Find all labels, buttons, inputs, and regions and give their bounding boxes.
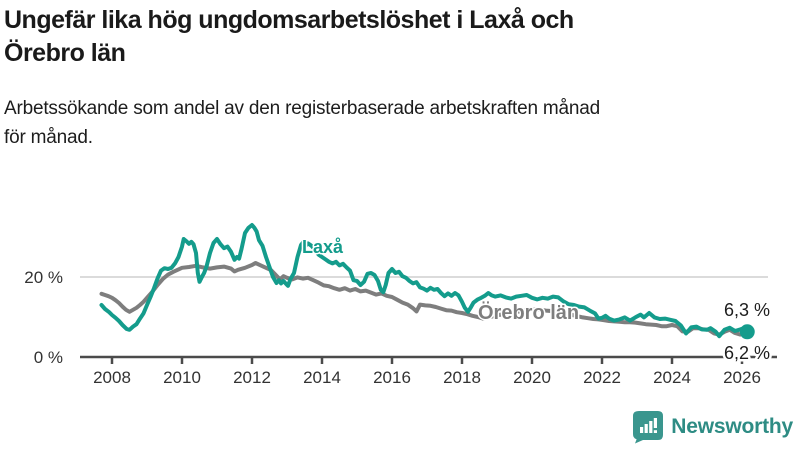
x-tick-label-2010: 2010 (163, 368, 201, 387)
x-tick-label-2020: 2020 (513, 368, 551, 387)
x-tick-label-2012: 2012 (233, 368, 271, 387)
subtitle-line-2: för månad. (4, 127, 93, 149)
laxa-series-label: Laxå (302, 237, 344, 257)
newsworthy-logo: Newsworthy (632, 410, 793, 444)
y-tick-label-20: 20 % (24, 268, 63, 287)
orebro-series-label: Örebro län (478, 301, 579, 324)
x-tick-label-2014: 2014 (303, 368, 341, 387)
chart-subtitle: Arbetssökande som andel av den registerb… (4, 94, 796, 153)
newsworthy-speech-bubble-bar-chart-icon (633, 411, 664, 444)
page-title: Ungefär lika hög ungdomsarbetslöshet i L… (4, 4, 796, 70)
x-tick-label-2024: 2024 (653, 368, 691, 387)
laxa-series-line (99, 223, 750, 339)
laxa-end-value-label: 6,3 % (724, 300, 770, 320)
orebro-end-value-label: 6,2 % (724, 343, 770, 363)
x-tick-label-2022: 2022 (583, 368, 621, 387)
subtitle-line-1: Arbetssökande som andel av den registerb… (4, 98, 601, 119)
title-line-1: Ungefär lika hög ungdomsarbetslöshet i L… (4, 6, 574, 34)
y-tick-label-0: 0 % (34, 348, 63, 367)
x-tick-label-2026: 2026 (723, 368, 761, 387)
orebro-series-line (99, 261, 748, 337)
x-tick-label-2018: 2018 (443, 368, 481, 387)
x-tick-label-2008: 2008 (93, 368, 131, 387)
x-tick-label-2016: 2016 (373, 368, 411, 387)
laxa-end-dot (739, 324, 755, 340)
chart-header: Ungefär lika hög ungdomsarbetslöshet i L… (4, 4, 796, 153)
title-line-2: Örebro län (4, 39, 126, 67)
brand-name: Newsworthy (671, 415, 793, 438)
